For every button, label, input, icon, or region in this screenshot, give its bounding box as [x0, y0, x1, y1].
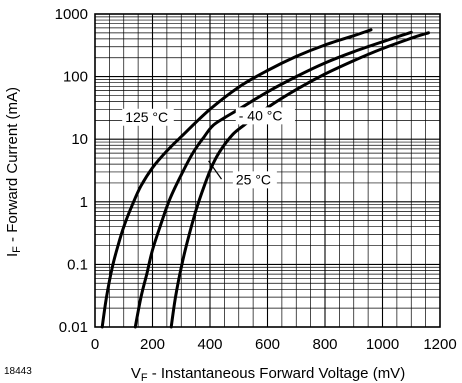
x-tick-label: 200	[140, 336, 165, 353]
annotation-leader-line	[208, 160, 222, 180]
curve-annotations: 125 °C - 40 °C 25 °C	[122, 107, 295, 189]
x-tick-labels: 0 200 400 600 800 1000 1200	[91, 336, 457, 353]
y-tick-label: 100	[63, 69, 88, 86]
y-tick-label: 10	[71, 131, 88, 148]
curve-series-2	[169, 31, 430, 329]
annotation-label: 125 °C	[125, 109, 168, 125]
x-tick-label: 800	[312, 336, 337, 353]
x-tick-label: 1000	[366, 336, 399, 353]
x-tick-label: 600	[255, 336, 280, 353]
x-tick-label: 0	[91, 336, 99, 353]
grid-lines	[95, 14, 440, 327]
annotation-background	[232, 171, 277, 189]
x-tick-label: 400	[197, 336, 222, 353]
data-curves	[100, 28, 430, 329]
y-tick-label: 0.01	[59, 319, 88, 336]
x-axis-label: VF - Instantaneous Forward Voltage (mV)	[131, 365, 405, 383]
curve-series-0	[100, 28, 373, 329]
y-tick-label: 1	[80, 194, 88, 211]
y-tick-label: 0.1	[67, 256, 88, 273]
annotation-label: - 40 °C	[239, 107, 283, 123]
plot-frame	[94, 13, 441, 328]
y-axis-label: IF - Forward Current (mA)	[4, 87, 23, 257]
annotation-background	[235, 107, 295, 125]
y-tick-labels: 0.01 0.1 1 10 100 1000	[55, 6, 88, 336]
curve-series-1	[133, 30, 413, 329]
x-tick-label: 1200	[423, 336, 456, 353]
y-tick-label: 1000	[55, 6, 88, 23]
annotation-label: 25 °C	[236, 171, 271, 187]
annotation-background	[122, 108, 174, 126]
figure-number: 18443	[4, 366, 32, 377]
